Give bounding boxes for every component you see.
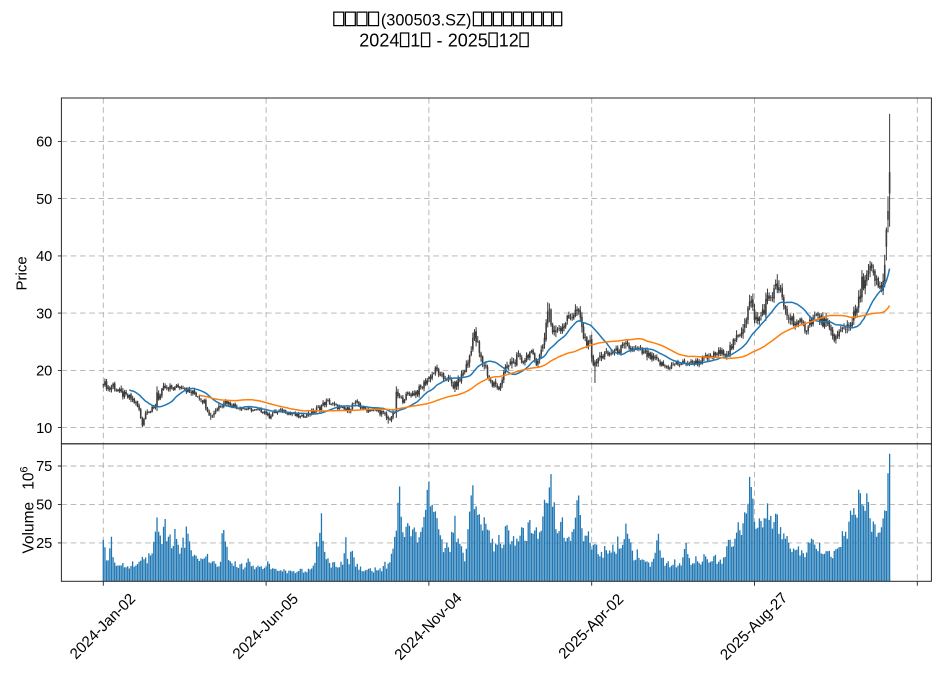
- svg-text:50: 50: [36, 192, 52, 208]
- svg-text:1: 1: [410, 31, 420, 51]
- svg-text:30: 30: [36, 306, 52, 322]
- svg-text:(300503.SZ): (300503.SZ): [381, 12, 472, 30]
- svg-text:-: -: [437, 31, 443, 51]
- svg-text:60: 60: [36, 135, 52, 151]
- svg-text:12: 12: [499, 31, 519, 51]
- svg-text:Volume 106: Volume 106: [19, 466, 38, 553]
- svg-text:50: 50: [36, 498, 52, 514]
- svg-text:2024: 2024: [359, 31, 399, 51]
- svg-text:Price: Price: [14, 256, 31, 290]
- svg-text:10: 10: [36, 421, 52, 437]
- svg-text:25: 25: [36, 536, 52, 552]
- svg-text:40: 40: [36, 249, 52, 265]
- svg-text:2025: 2025: [448, 31, 488, 51]
- svg-text:75: 75: [36, 459, 52, 475]
- svg-text:20: 20: [36, 364, 52, 380]
